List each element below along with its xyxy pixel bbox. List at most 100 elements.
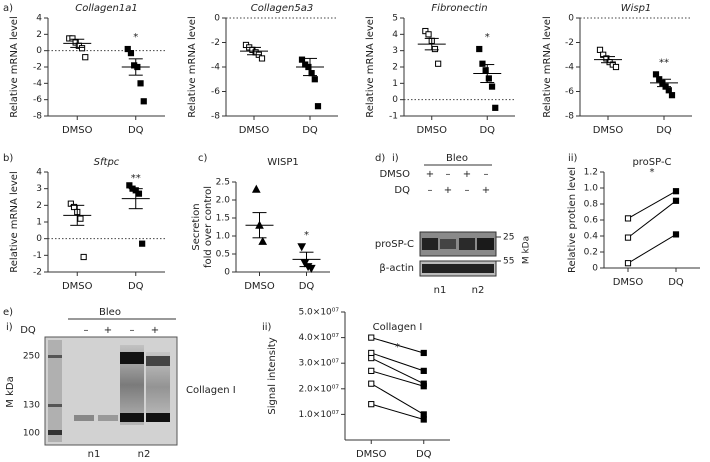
y-tick-label: 3.0×10⁰⁷	[298, 359, 339, 369]
x-tick-label: DMSO	[62, 125, 93, 136]
x-tick-label: DQ	[128, 281, 144, 292]
x-tick-label: DMSO	[356, 449, 387, 460]
y-tick-label: -2	[33, 268, 42, 278]
band	[48, 430, 62, 435]
data-point	[612, 63, 620, 71]
sign: +	[444, 185, 452, 196]
band	[74, 415, 94, 421]
data-point	[78, 45, 86, 52]
data-point	[420, 367, 427, 374]
x-tick-label: DQ	[479, 125, 495, 136]
data-point	[368, 367, 375, 374]
y-tick-label: 0	[568, 14, 574, 24]
marker-label: 250	[23, 352, 40, 362]
pair-line	[370, 383, 425, 415]
data-point	[492, 104, 499, 111]
sample-label: n1	[88, 449, 101, 460]
y-tick-label: 5	[392, 14, 398, 24]
sign: –	[446, 169, 451, 180]
significance: **	[659, 57, 669, 68]
data-point	[476, 45, 483, 53]
marker-label: 25	[503, 233, 514, 243]
data-point	[420, 411, 427, 418]
data-point	[652, 71, 660, 78]
y-axis-label: Relative mRNA level	[9, 171, 20, 272]
y-axis-label: Secretion	[191, 203, 202, 250]
significance: *	[304, 230, 309, 241]
data-point	[258, 236, 268, 245]
sign: +	[104, 325, 112, 336]
band	[440, 239, 456, 249]
chart-title: WISP1	[267, 157, 299, 168]
sample-label: n2	[472, 285, 485, 296]
data-point	[368, 349, 375, 357]
pair-line	[627, 200, 677, 238]
significance: *	[133, 32, 138, 43]
data-point	[251, 184, 261, 193]
y-tick-label: 0	[224, 268, 230, 278]
x-tick-label: DMSO	[244, 281, 275, 292]
row-label: DMSO	[379, 169, 410, 180]
data-point	[70, 203, 78, 211]
y-tick-label: 3	[392, 46, 398, 56]
sample-label: n1	[434, 285, 447, 296]
y-axis-label: Relative mRNA level	[542, 16, 553, 117]
data-point	[420, 383, 427, 390]
y-tick-label: 0.5	[216, 250, 230, 260]
sign: –	[465, 185, 470, 196]
y-tick-label: -1	[389, 112, 398, 122]
data-point	[624, 234, 632, 241]
band-label: Collagen I	[186, 385, 236, 396]
data-point	[672, 231, 680, 238]
y-tick-label: 1	[392, 79, 398, 89]
blot-header: Bleo	[99, 307, 121, 318]
x-tick-label: DMSO	[593, 125, 624, 136]
chart-title: Wisp1	[621, 3, 652, 14]
band	[98, 415, 118, 421]
y-tick-label: 1.5	[216, 214, 230, 224]
y-tick-label: 2.0×10⁰⁷	[298, 384, 339, 394]
sign: +	[463, 169, 471, 180]
y-tick-label: 5.0×10⁰⁷	[298, 308, 339, 318]
data-point	[624, 215, 632, 222]
data-point	[314, 103, 322, 110]
panel-label: ii)	[262, 322, 272, 333]
data-point	[482, 67, 489, 74]
data-point	[82, 54, 89, 61]
y-tick-label: 2	[392, 63, 398, 73]
pair-line	[371, 403, 424, 420]
pair-line	[371, 357, 424, 385]
y-tick-label: 4	[392, 30, 398, 40]
band-label: proSP-C	[375, 239, 414, 250]
band	[422, 238, 438, 250]
pair-line	[627, 190, 677, 219]
data-point	[124, 45, 131, 53]
y-tick-label: -4	[33, 79, 42, 89]
pair-line	[371, 370, 424, 387]
chart-title: Collagen1a1	[75, 3, 137, 14]
data-point	[137, 80, 144, 87]
y-tick-label: 1.0	[584, 184, 599, 194]
data-point	[368, 354, 375, 362]
x-tick-label: DQ	[302, 125, 318, 136]
sign: –	[84, 325, 89, 336]
y-tick-label: 0	[36, 46, 42, 56]
band	[120, 352, 144, 364]
y-axis-label: Relative mRNA level	[9, 16, 20, 117]
sign: –	[484, 169, 489, 180]
y-tick-label: -1	[33, 251, 42, 261]
data-point	[69, 35, 76, 42]
panel-label: d)	[375, 153, 385, 164]
band	[146, 356, 170, 366]
panel-label: i)	[6, 322, 13, 333]
row-label: DQ	[20, 325, 36, 336]
panel-label: i)	[392, 153, 399, 164]
panel-label: a)	[3, 3, 13, 14]
data-point	[135, 190, 143, 197]
band	[477, 238, 494, 250]
data-point	[420, 416, 427, 423]
y-tick-label: -6	[565, 87, 574, 97]
x-tick-label: DMSO	[239, 125, 270, 136]
data-point	[311, 76, 318, 83]
y-tick-label: 2.5	[216, 178, 230, 188]
